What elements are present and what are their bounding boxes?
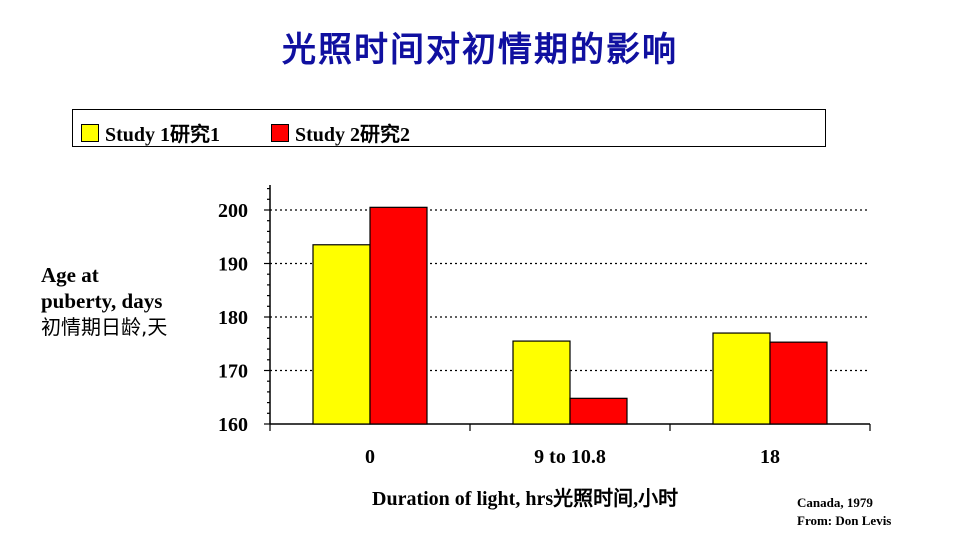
y-axis-label: Age at puberty, days 初情期日龄,天	[41, 262, 167, 340]
bar-2-1	[569, 397, 628, 425]
legend-item-study-1: Study 1研究1	[81, 118, 220, 147]
y-tick-label-160: 160	[218, 414, 248, 436]
x-tick-label-0: 0	[365, 446, 375, 468]
legend-label-study-2: Study 2研究2	[295, 124, 411, 146]
y-tick-label-200: 200	[218, 200, 248, 222]
y-axis-label-line-2: puberty, days	[41, 289, 163, 313]
bar-1-0	[312, 244, 371, 425]
x-axis-label: Duration of light, hrs光照时间,小时	[372, 488, 679, 510]
legend-swatch-study-1	[81, 123, 99, 142]
legend: Study 1研究1 Study 2研究2	[72, 109, 826, 147]
credit-line-1: Canada, 1979	[797, 495, 873, 510]
legend-item-study-2: Study 2研究2	[271, 118, 410, 147]
y-axis-label-line-1: Age at	[41, 263, 99, 287]
y-tick-label-180: 180	[218, 307, 248, 329]
bar-1-2	[712, 332, 771, 425]
bar-2-2	[769, 341, 828, 425]
legend-swatch-study-2	[271, 123, 289, 142]
bar-1-1	[512, 340, 571, 425]
x-tick-label-1: 9 to 10.8	[534, 446, 606, 468]
chart-title: 光照时间对初情期的影响	[282, 30, 678, 70]
legend-label-study-1: Study 1研究1	[105, 124, 221, 146]
y-axis-label-line-3: 初情期日龄,天	[41, 315, 168, 339]
y-tick-label-170: 170	[218, 361, 248, 383]
y-tick-label-190: 190	[218, 254, 248, 276]
x-tick-label-2: 18	[760, 446, 780, 468]
credit-line-2: From: Don Levis	[797, 513, 892, 528]
bar-2-0	[369, 206, 428, 425]
source-credit: Canada, 1979 From: Don Levis	[797, 494, 891, 530]
